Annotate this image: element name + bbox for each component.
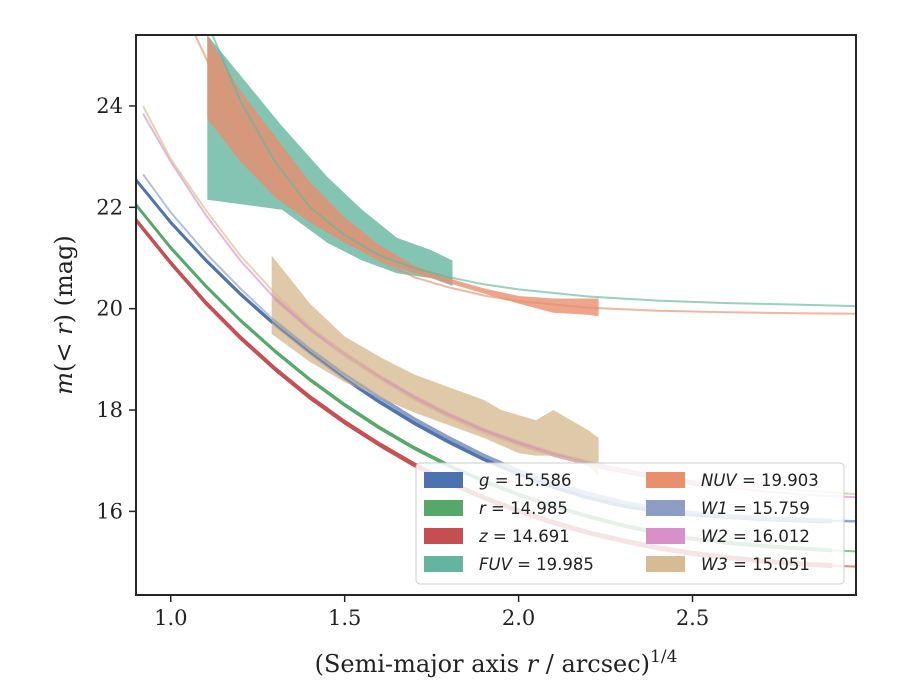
x-tick-label: 2.5 [676, 606, 709, 630]
legend-label-nuv: NUV = 19.903 [701, 471, 819, 490]
legend-swatch-g [424, 472, 463, 488]
y-axis-title: m(< r) (mag) [50, 235, 78, 395]
model-curve-nuv [194, 35, 856, 315]
y-tick-label: 20 [96, 297, 123, 321]
x-tick-label: 2.0 [502, 606, 535, 630]
model-curve-fuv [211, 35, 856, 308]
y-tick-label: 16 [96, 499, 123, 523]
x-tick-label: 1.5 [328, 606, 361, 630]
x-axis: 1.0 1.5 2.0 2.5 [154, 595, 709, 630]
legend-label-w3: W3 = 15.051 [701, 555, 810, 574]
legend-swatch-w1 [646, 500, 685, 516]
legend-label-g: g = 15.586 [479, 471, 572, 490]
legend-label-fuv: FUV = 19.985 [479, 555, 594, 574]
legend-box [415, 462, 845, 585]
legend-swatch-w2 [646, 528, 685, 544]
plot-frame [135, 34, 857, 596]
legend-label-w2: W2 = 16.012 [701, 527, 810, 546]
y-tick-label: 22 [96, 195, 123, 219]
legend-swatch-nuv [646, 472, 685, 488]
y-axis: 16 18 20 22 24 [96, 94, 136, 523]
x-tick-label: 1.0 [154, 606, 187, 630]
legend-label-r: r = 14.985 [479, 499, 568, 518]
x-axis-title: (Semi-major axis r / arcsec)1/4 [315, 647, 678, 678]
legend-label-w1: W1 = 15.759 [701, 499, 810, 518]
y-tick-label: 18 [96, 398, 123, 422]
legend-swatch-w3 [646, 556, 685, 572]
legend-swatch-r [424, 500, 463, 516]
band-nuv [207, 35, 599, 317]
legend-swatch-z [424, 528, 463, 544]
band-w3 [271, 255, 599, 476]
y-tick-label: 24 [96, 94, 123, 118]
legend-swatch-fuv [424, 556, 463, 572]
legend-label-z: z = 14.691 [478, 527, 570, 546]
legend: g = 15.586 r = 14.985 z = 14.691 FUV = 19.9… [415, 462, 845, 585]
